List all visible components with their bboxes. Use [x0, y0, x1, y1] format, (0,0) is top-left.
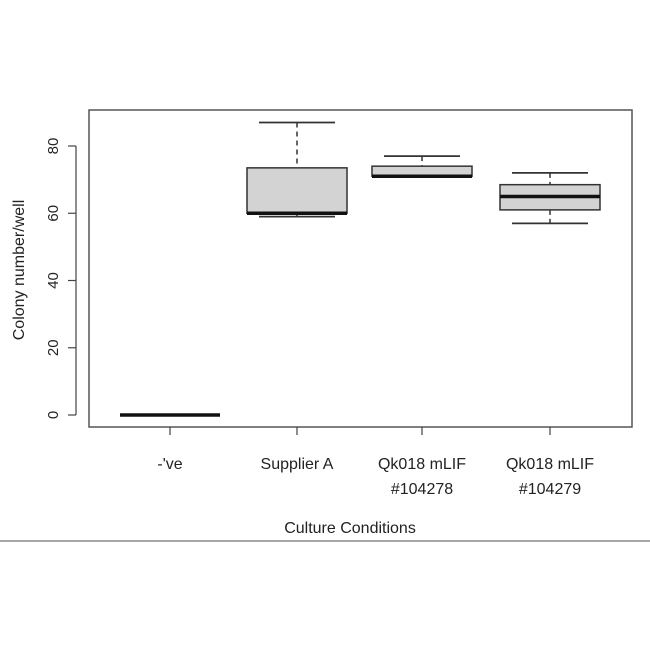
- box-iqr: [246, 167, 348, 214]
- box-1: [246, 121, 348, 218]
- x-axis-label: Culture Conditions: [284, 520, 416, 537]
- x-tick-label: -'ve: [157, 456, 182, 473]
- x-tick-label: Qk018 mLIF: [378, 456, 466, 473]
- y-tick-label: 0: [45, 411, 62, 419]
- boxes: [120, 121, 601, 417]
- x-tick-labels: -'ve Supplier A Qk018 mLIF #104278 Qk018 mLI…: [157, 427, 594, 498]
- x-tick-label: Qk018 mLIF: [506, 456, 594, 473]
- x-tick-label: #104279: [519, 481, 581, 498]
- box-3: [499, 171, 601, 225]
- box-2: [371, 155, 473, 179]
- y-tick-label: 80: [45, 138, 62, 155]
- x-tick-label: #104278: [391, 481, 453, 498]
- y-tick-label: 40: [45, 272, 62, 289]
- x-tick-label: Supplier A: [261, 456, 334, 473]
- y-axis-label: Colony number/well: [11, 200, 28, 341]
- plot-frame: [88, 109, 633, 428]
- y-tick-label: 60: [45, 205, 62, 222]
- y-axis: 0 20 40 60 80: [45, 138, 77, 419]
- y-tick-label: 20: [45, 339, 62, 356]
